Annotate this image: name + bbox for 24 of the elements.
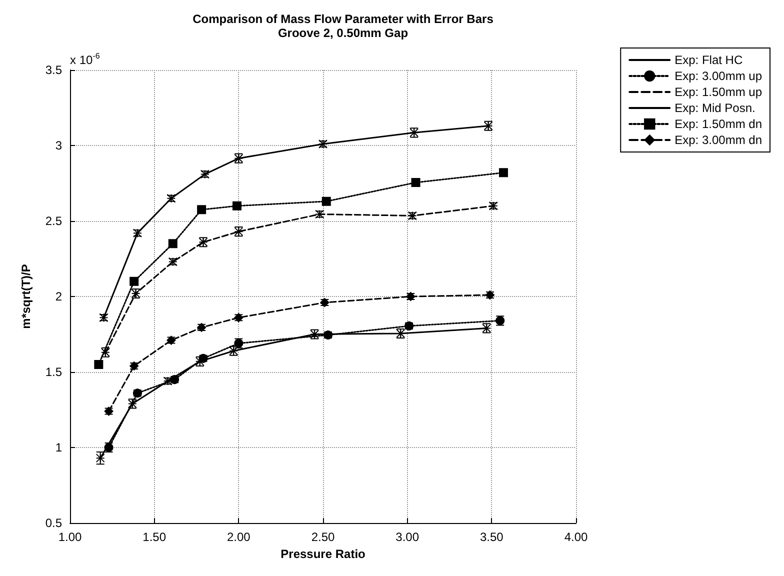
legend-label: Exp: 1.50mm up [674, 85, 762, 99]
x-tick-label: 1.50 [142, 530, 166, 544]
x-axis-title: Pressure Ratio [280, 546, 366, 561]
y-tick-label: 0.5 [45, 516, 62, 530]
chart-title: Comparison of Mass Flow Parameter with Error Bars [192, 12, 494, 26]
chart-subtitle: Groove 2, 0.50mm Gap [278, 26, 408, 40]
legend-label: Exp: Mid Posn. [674, 101, 756, 115]
legend-label: Exp: 3.00mm dn [674, 133, 762, 147]
y-tick-label: 3 [55, 138, 62, 152]
y-tick-label: 2 [55, 290, 62, 304]
y-tick-label: 3.5 [45, 63, 62, 77]
x-tick-label: 1.00 [58, 530, 82, 544]
legend-label: Exp: 1.50mm dn [674, 117, 762, 131]
y-tick-label: 1.5 [45, 365, 62, 379]
x-tick-label: 4.00 [564, 530, 588, 544]
y-tick-label: 2.5 [45, 214, 62, 228]
x-tick-label: 3.50 [480, 530, 504, 544]
legend-label: Exp: 3.00mm up [674, 69, 762, 83]
y-axis-title: m*sqrt(T)/P [19, 264, 33, 329]
legend-label: Exp: Flat HC [674, 53, 743, 67]
x-tick-label: 2.00 [226, 530, 251, 544]
x-tick-label: 2.50 [311, 530, 335, 544]
y-tick-label: 1 [55, 440, 62, 454]
x-tick-label: 3.00 [396, 530, 420, 544]
